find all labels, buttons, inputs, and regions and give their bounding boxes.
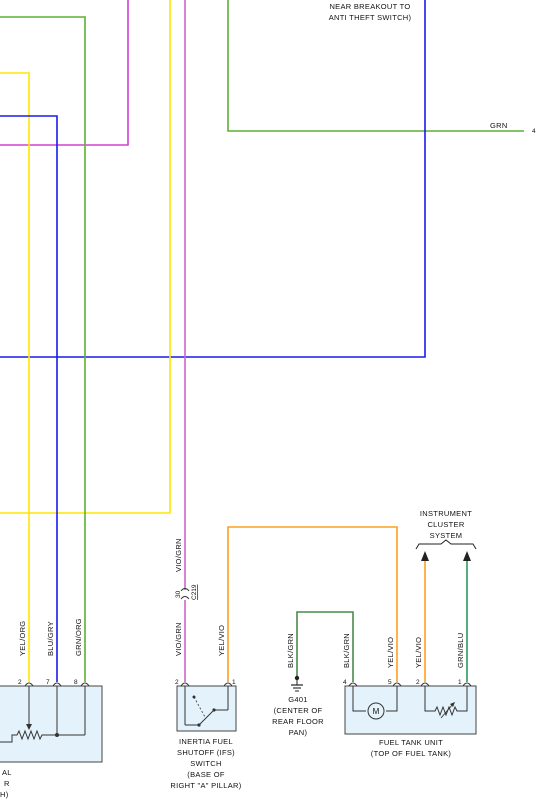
pin-left-8: 8 [74,679,78,686]
wire-label-tank-grn-blu: GRN/BLU [456,633,465,668]
fuel-tank-unit-box [344,682,477,735]
wire-label-tank-yel-vio-a: YEL/VIO [386,637,395,668]
wire-label-grn: GRN [490,121,508,130]
wire-ifs-yel-vio [227,526,398,682]
note-line-1: NEAR BREAKOUT TO [329,2,410,11]
ifs-label-1: INERTIA FUEL [179,737,233,746]
wire-magenta-top [0,0,129,146]
fuel-pump-motor-icon [367,702,385,720]
wire-label-yel-org: YEL/ORG [18,621,27,656]
wire-label-tank-blk-grn: BLK/GRN [342,633,351,668]
wire-tank-grn-blu [463,551,471,682]
pin-label-4-right: 4 [532,128,536,135]
wire-label-vio-grn-upper: VIO/GRN [174,538,183,572]
fuel-tank-label-2: (TOP OF FUEL TANK) [371,749,452,758]
ifs-switch-box [176,682,237,732]
left-component-label-1: AL [2,768,12,777]
wire-label-tank-yel-vio-b: YEL/VIO [414,637,423,668]
g401-label-3: REAR FLOOR [272,717,324,726]
pin-tank-5: 5 [388,679,392,686]
pin-tank-4: 4 [343,679,347,686]
instrument-cluster-line-1: INSTRUMENT [420,509,472,518]
fuel-pump-motor-label: M [373,707,380,716]
pin-ifs-2: 2 [175,679,179,686]
ifs-label-2: SHUTOFF (IFS) [177,748,235,757]
wire-label-ifs-yel-vio: YEL/VIO [217,625,226,656]
pin-tank-2: 2 [416,679,420,686]
g401-label-2: (CENTER OF [274,706,323,715]
c219-name: C219 [191,584,198,600]
pin-ifs-1: 1 [232,679,236,686]
wire-grn-org [0,16,86,682]
wire-blu-gry [0,115,58,682]
wire-label-vio-grn-lower: VIO/GRN [174,622,183,656]
g401-label-4: PAN) [289,728,308,737]
fuel-tank-label-1: FUEL TANK UNIT [379,738,443,747]
wire-label-grn-org: GRN/ORG [74,618,83,656]
instrument-cluster-bracket [415,539,477,550]
left-component-label-3: H) [0,790,9,799]
left-component-box [0,682,103,763]
ifs-label-5: RIGHT "A" PILLAR) [170,781,241,790]
wire-blue-main [0,0,426,358]
connector-c219 [180,588,190,600]
wire-blk-grn-ground [296,611,354,682]
pin-left-7: 7 [46,679,50,686]
wire-tank-yel-vio [421,551,429,682]
wire-yel-org [0,72,30,682]
note-line-2: ANTI THEFT SWITCH) [329,13,412,22]
ifs-label-3: SWITCH [190,759,221,768]
pin-left-2: 2 [18,679,22,686]
left-component-label-2: R [4,779,10,788]
ifs-label-4: (BASE OF [187,770,225,779]
instrument-cluster-line-2: CLUSTER [427,520,464,529]
ground-g401-symbol [291,675,303,692]
c219-pin-number: 30 [175,590,182,598]
instrument-cluster-line-3: SYSTEM [430,531,463,540]
pin-tank-1: 1 [458,679,462,686]
g401-label-1: G401 [288,695,308,704]
wire-label-g401-blk-grn: BLK/GRN [286,633,295,668]
wire-label-blu-gry: BLU/GRY [46,621,55,656]
